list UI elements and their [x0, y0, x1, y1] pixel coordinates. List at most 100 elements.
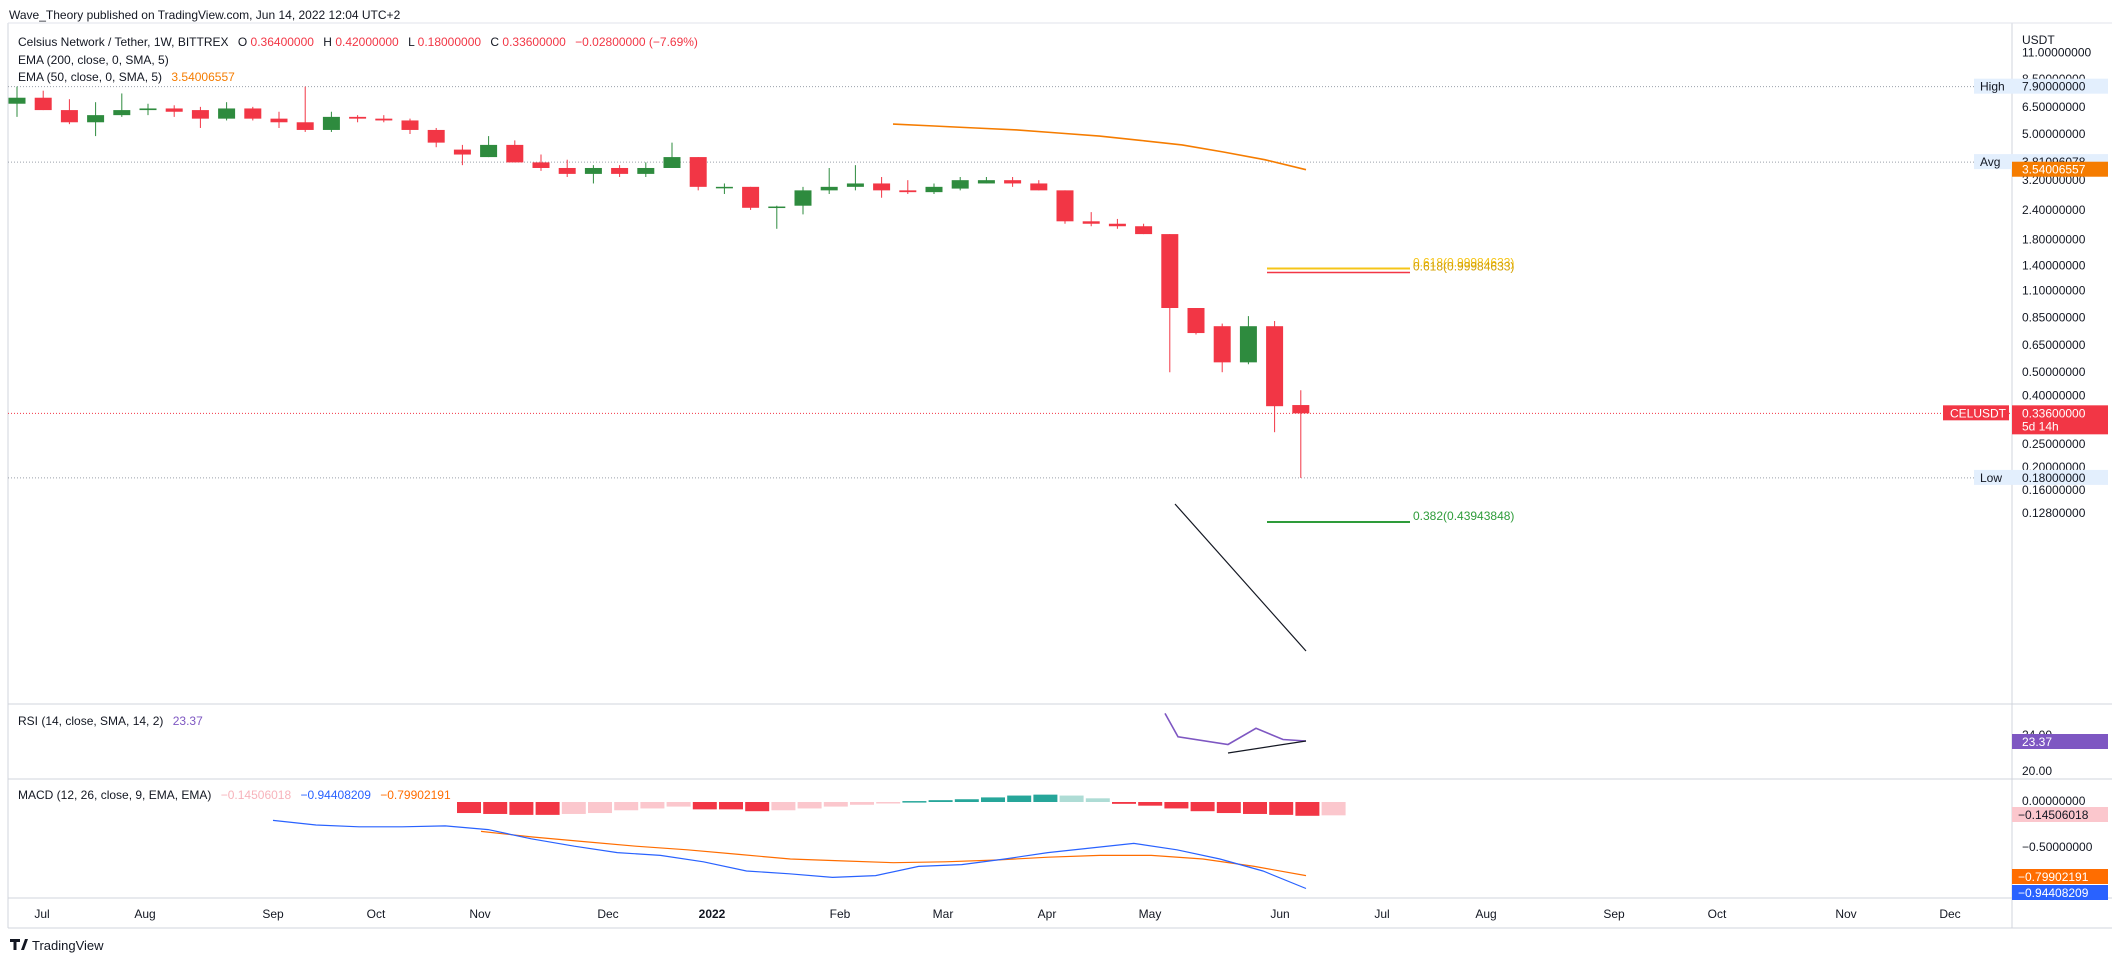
fib-618-label: 0.618(0.99984633) [1413, 260, 1514, 274]
macd-histogram-bar [928, 800, 953, 802]
candle-body [1292, 405, 1310, 414]
candle-body [506, 144, 524, 163]
tradingview-logo: TradingView [10, 938, 104, 953]
macd-histogram-bar [1059, 795, 1084, 802]
publisher-header: Wave_Theory published on TradingView.com… [9, 8, 401, 22]
candle-body [611, 167, 629, 174]
rsi-divergence-line[interactable] [1227, 740, 1307, 754]
macd-histogram-bar [1321, 802, 1346, 816]
candle-body [139, 108, 157, 111]
macd-histogram-bar [1007, 795, 1032, 802]
main-legend: Celsius Network / Tether, 1W, BITTREX O … [18, 35, 698, 84]
fib-retracement[interactable]: 0.618(0.99984633)0.618(0.99984633) 0.382(… [1267, 256, 1514, 523]
candle-body [1239, 326, 1257, 363]
candle-body [375, 118, 393, 121]
candle-body [244, 108, 262, 119]
macd-histogram-bar [1112, 802, 1136, 804]
candle-body [558, 167, 576, 174]
candle-body [401, 120, 419, 130]
macd-signal-line [480, 830, 1307, 877]
ohlc-close-label: C [490, 35, 499, 49]
macd-histogram-bar [483, 802, 508, 814]
candle-body [663, 157, 681, 168]
macd-histogram-bar [850, 802, 874, 805]
candle-body [427, 129, 445, 143]
macd-histogram-bar [588, 802, 612, 814]
ema50-legend: EMA (50, close, 0, SMA, 5) [18, 70, 162, 84]
time-axis-label: Jun [1270, 907, 1289, 921]
time-axis-label: Aug [134, 907, 155, 921]
candle-body [584, 167, 602, 174]
time-axis-label: May [1139, 907, 1162, 921]
candle-body [1135, 226, 1153, 235]
high-label: High [1980, 80, 2005, 94]
high-value: 7.90000000 [2022, 80, 2086, 94]
macd-histogram-bar [1190, 802, 1215, 812]
low-label: Low [1980, 471, 2002, 485]
candle-body [1266, 326, 1284, 407]
time-axis[interactable]: Jul Aug Sep Oct Nov Dec 2022 Feb Mar Apr May Jun Jul… [34, 907, 1960, 921]
low-value-bg [2012, 469, 2108, 485]
tradingview-brand: TradingView [32, 938, 104, 953]
macd-line-tag [2012, 885, 2108, 900]
rsi-value-tag [2012, 734, 2108, 749]
time-axis-label: Aug [1475, 907, 1496, 921]
ohlc-low-value: 0.18000000 [418, 35, 482, 49]
candle-body [742, 186, 760, 208]
candle-body [322, 116, 340, 130]
price-tick-label: 5.00000000 [2022, 127, 2086, 141]
price-tick-label: 11.00000000 [2022, 45, 2092, 59]
symbol-tag-bg [1943, 405, 2009, 421]
candle-body [34, 97, 52, 111]
macd-histogram-bar [823, 802, 848, 807]
candle-body [768, 206, 786, 209]
macd-histogram-bar [1216, 802, 1241, 814]
macd-hist-tag [2012, 807, 2108, 822]
svg-text:EMA (50, close, 0, SMA, 5): EMA (50, close, 0, SMA, 5) 3.54006557 [18, 70, 235, 84]
time-axis-label: 2022 [699, 907, 726, 921]
macd-legend-hist: −0.14506018 [221, 788, 292, 802]
candle-body [951, 180, 969, 189]
price-tick-label: 0.40000000 [2022, 388, 2086, 402]
ema50-line [892, 123, 1307, 171]
candle-body [1030, 183, 1048, 191]
high-label-bg [1974, 78, 2012, 94]
time-axis-label: Oct [367, 907, 386, 921]
candle-body [87, 115, 105, 123]
fib-382-label: 0.382(0.43943848) [1413, 509, 1514, 523]
macd-axis-minus-half: −0.50000000 [2022, 840, 2093, 854]
price-axis[interactable]: USDT 11.000000008.500000006.500000005.00… [2022, 33, 2092, 520]
macd-histogram-bar [692, 802, 717, 810]
candle-body [191, 110, 209, 119]
candle-body [1082, 221, 1100, 224]
candle-body [1213, 326, 1231, 363]
macd-histogram-bar [666, 802, 691, 807]
ema50-legend-value: 3.54006557 [171, 70, 235, 84]
candle-body [689, 157, 707, 187]
macd-signal-tag-text: −0.79902191 [2018, 870, 2089, 884]
ohlc-high-label: H [323, 35, 332, 49]
candle-body [925, 186, 943, 193]
candle-body [8, 97, 26, 104]
macd-histogram-bar [1269, 802, 1294, 815]
candle-body [480, 144, 498, 158]
low-value: 0.18000000 [2022, 471, 2086, 485]
low-label-bg [1974, 469, 2012, 485]
candle-body [977, 180, 995, 184]
trend-line[interactable] [1174, 503, 1307, 652]
price-tick-label: 1.40000000 [2022, 259, 2086, 273]
macd-histogram-bar [535, 802, 560, 815]
time-axis-label: Feb [830, 907, 851, 921]
candle-body [296, 122, 314, 130]
price-tick-label: 2.40000000 [2022, 203, 2086, 217]
macd-histogram-bar [902, 801, 927, 803]
candle-body [218, 108, 236, 119]
macd-histogram-bar [509, 802, 534, 815]
candle-body [794, 190, 812, 206]
ohlc-change: −0.02800000 (−7.69%) [575, 35, 698, 49]
currency-label: USDT [2022, 33, 2055, 47]
candle-body [899, 190, 917, 193]
symbol-description: Celsius Network / Tether, 1W, BITTREX [18, 35, 229, 49]
candle-body [532, 162, 550, 168]
